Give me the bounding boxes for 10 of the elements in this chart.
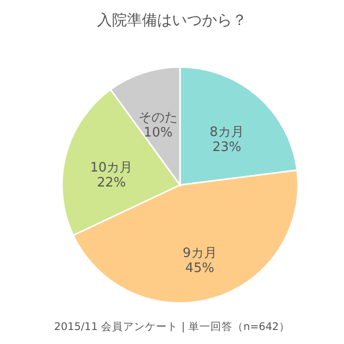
slice-label: 9カ月 [182, 246, 217, 261]
slice-label: そのた [138, 110, 178, 126]
slice-label: 10カ月 [90, 160, 133, 176]
slice-label: 8カ月 [210, 124, 244, 140]
data-label: 10% [144, 126, 173, 141]
data-label: 23% [212, 140, 242, 155]
data-label: 45% [185, 260, 214, 276]
text: 2015/11 会員アンケート | 単一回答（n=642） [54, 321, 290, 333]
chart-title: 入院準備はいつから？ [97, 11, 247, 29]
data-label: 22% [96, 175, 126, 190]
